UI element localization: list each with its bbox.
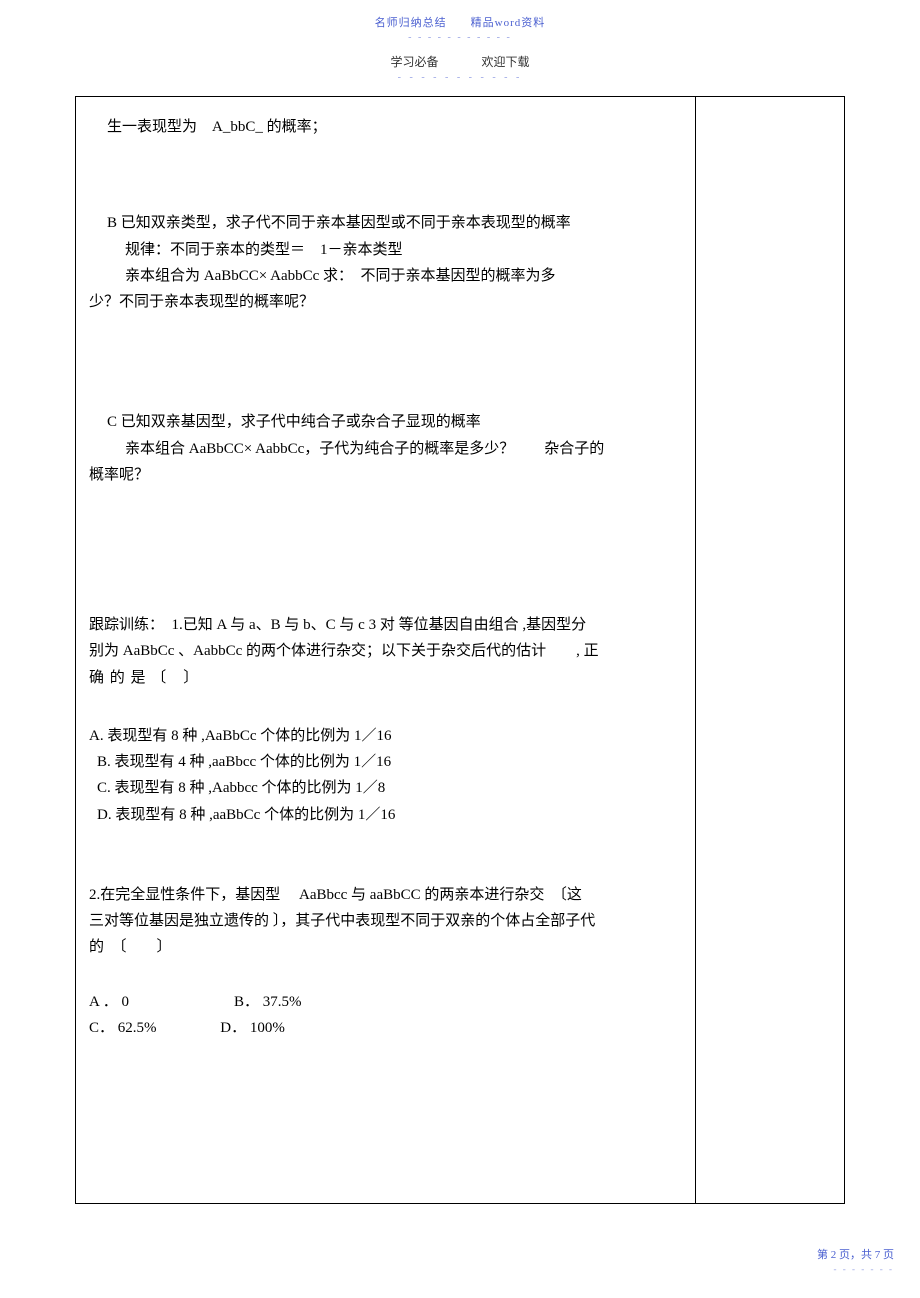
option-c: C. 表现型有 8 种 ,Aabbcc 个体的比例为 1／8 xyxy=(89,775,685,801)
q2-l2: 三对等位基因是独立遗传的 〕，其子代中表现型不同于双亲的个体占全部子代 xyxy=(89,908,685,934)
subheader-right: 欢迎下载 xyxy=(482,55,530,69)
footer-dash: - - - - - - - xyxy=(817,1264,894,1274)
q2-row2: C． 62.5% D． 100% xyxy=(89,1015,685,1041)
q2-l1: 2.在完全显性条件下，基因型 AaBbcc 与 aaBbCC 的两亲本进行杂交 … xyxy=(89,882,685,908)
doc-subheader: 学习必备 欢迎下载 - - - - - - - - - - - xyxy=(0,53,920,83)
section-b-title: B 已知双亲类型，求子代不同于亲本基因型或不同于亲本表现型的概率 xyxy=(89,210,685,236)
header-top-line: 名师归纳总结 精品word资料 xyxy=(0,14,920,30)
option-a: A. 表现型有 8 种 ,AaBbCc 个体的比例为 1／16 xyxy=(89,723,685,749)
subheader-left: 学习必备 xyxy=(390,55,438,69)
practice-1: 跟踪训练： 1.已知 A 与 a、B 与 b、C 与 c 3 对 等位基因自由组… xyxy=(89,612,685,691)
question-2: 2.在完全显性条件下，基因型 AaBbcc 与 aaBbCC 的两亲本进行杂交 … xyxy=(89,882,685,961)
main-content: 生一表现型为 A_bbC_ 的概率； B 已知双亲类型，求子代不同于亲本基因型或… xyxy=(75,96,695,1073)
section-c: C 已知双亲基因型，求子代中纯合子或杂合子显现的概率 亲本组合 AaBbCC× … xyxy=(89,409,685,488)
practice-1-title-c: 确 的 是 〔 〕 xyxy=(89,665,685,691)
subheader-dash: - - - - - - - - - - - xyxy=(0,72,920,83)
practice-1-options: A. 表现型有 8 种 ,AaBbCc 个体的比例为 1／16 B. 表现型有 … xyxy=(89,723,685,828)
section-c-q1b: 概率呢？ xyxy=(89,462,685,488)
q2-l3: 的 〔 〕 xyxy=(89,934,685,960)
section-c-q1a: 亲本组合 AaBbCC× AabbCc，子代为纯合子的概率是多少？ 杂合子的 xyxy=(89,436,685,462)
section-b-rule: 规律：不同于亲本的类型＝ 1－亲本类型 xyxy=(89,237,685,263)
section-b: B 已知双亲类型，求子代不同于亲本基因型或不同于亲本表现型的概率 规律：不同于亲… xyxy=(89,210,685,315)
practice-1-title-b: 别为 AaBbCc 、AabbCc 的两个体进行杂交；以下关于杂交后代的估计 ,… xyxy=(89,638,685,664)
option-b: B. 表现型有 4 种 ,aaBbcc 个体的比例为 1／16 xyxy=(89,749,685,775)
doc-header: 名师归纳总结 精品word资料 - - - - - - - - - - - xyxy=(0,0,920,43)
section-b-q1b: 少？不同于亲本表现型的概率呢？ xyxy=(89,289,685,315)
page-footer: 第 2 页，共 7 页 - - - - - - - xyxy=(817,1246,894,1274)
q2-row1: A ． 0 B． 37.5% xyxy=(89,989,685,1015)
column-divider xyxy=(695,96,696,1204)
section-a: 生一表现型为 A_bbC_ 的概率； xyxy=(89,114,685,140)
section-a-line: 生一表现型为 A_bbC_ 的概率； xyxy=(107,114,685,140)
option-d: D. 表现型有 8 种 ,aaBbCc 个体的比例为 1／16 xyxy=(89,802,685,828)
question-2-options: A ． 0 B． 37.5% C． 62.5% D． 100% xyxy=(89,989,685,1042)
practice-1-title-a: 跟踪训练： 1.已知 A 与 a、B 与 b、C 与 c 3 对 等位基因自由组… xyxy=(89,612,685,638)
header-dash: - - - - - - - - - - - xyxy=(0,32,920,43)
footer-text: 第 2 页，共 7 页 xyxy=(817,1246,894,1262)
section-b-q1a: 亲本组合为 AaBbCC× AabbCc 求： 不同于亲本基因型的概率为多 xyxy=(89,263,685,289)
section-c-title: C 已知双亲基因型，求子代中纯合子或杂合子显现的概率 xyxy=(89,409,685,435)
